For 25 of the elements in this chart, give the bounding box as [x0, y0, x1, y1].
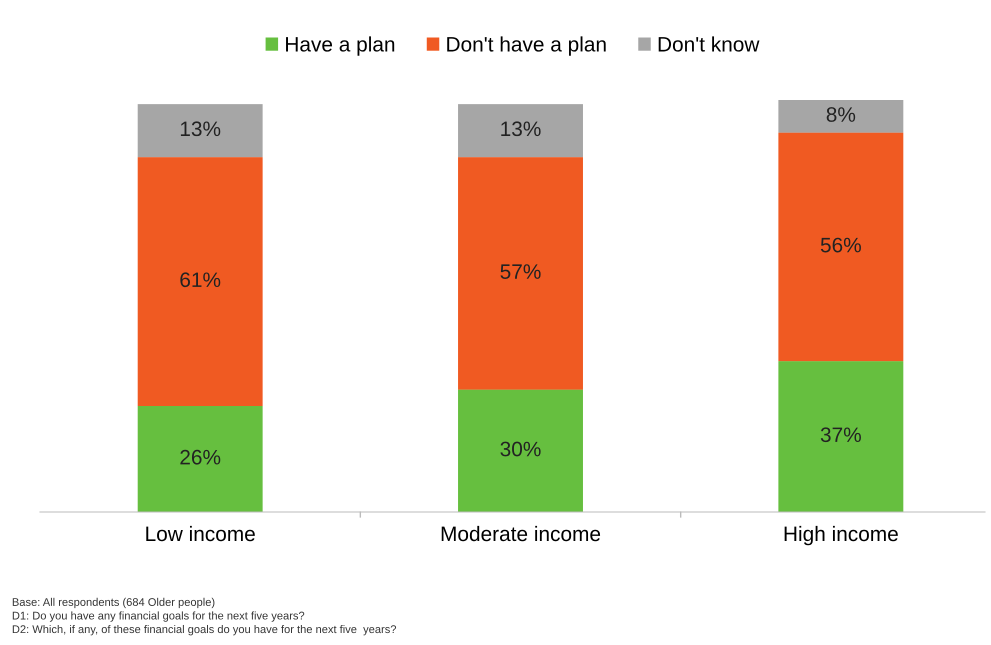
data-label: 37% [820, 427, 861, 442]
data-label: 8% [826, 107, 856, 122]
bar [138, 157, 263, 406]
x-tick-label: High income [784, 526, 898, 546]
data-label: 57% [500, 264, 541, 279]
x-tick-label: Moderate income [442, 526, 600, 542]
data-label: 61% [180, 272, 220, 288]
bar [778, 361, 904, 512]
bar [778, 100, 904, 133]
bar [458, 157, 583, 390]
text: Base: All respondents (684 Older people) D1: Do you have any financial goals for the next five years? D2: Which, if any, of these financial goals do you have for the next five years? [12, 598, 396, 636]
data-label: 26% [180, 450, 220, 465]
bar [778, 132, 904, 362]
bar [138, 104, 263, 158]
bar [458, 390, 583, 512]
data-label: 13% [501, 121, 541, 136]
data-label: 13% [180, 121, 220, 136]
x-tick-label: Low income [146, 526, 255, 542]
data-label: 56% [820, 238, 861, 252]
bar [138, 406, 263, 512]
legend-label: Don't know [658, 36, 760, 52]
legend-label: Don't have a plan [447, 36, 606, 56]
data-label: 30% [500, 442, 541, 456]
bar [458, 104, 583, 158]
legend-label: Have a plan [286, 36, 394, 56]
